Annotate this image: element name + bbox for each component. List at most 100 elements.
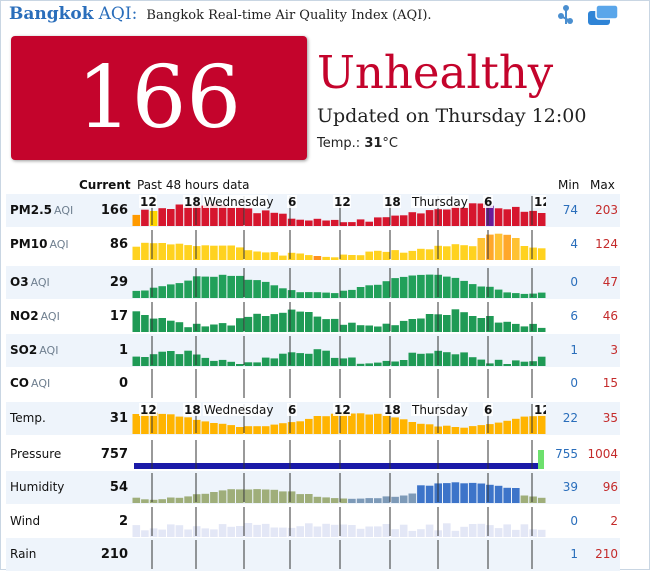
history-bar — [512, 360, 520, 366]
history-bar — [330, 318, 339, 332]
history-bar — [287, 218, 296, 226]
window-icon[interactable] — [586, 3, 620, 27]
history-bar — [339, 358, 348, 366]
history-bar — [210, 276, 218, 298]
row-unit: AQI — [40, 310, 60, 323]
history-bar — [322, 220, 330, 226]
history-bar — [365, 325, 373, 332]
history-bar — [330, 293, 339, 298]
history-bar — [279, 423, 287, 434]
history-bar — [227, 526, 235, 537]
history-bar — [399, 320, 408, 332]
row-chart[interactable] — [132, 471, 546, 504]
history-bar — [529, 247, 537, 260]
history-bar — [520, 326, 529, 332]
history-bar — [261, 489, 270, 503]
row-chart[interactable] — [132, 438, 546, 471]
share-icon[interactable] — [557, 4, 575, 26]
history-bar — [175, 283, 184, 298]
time-label: 12 — [140, 403, 157, 417]
history-bar — [468, 203, 477, 226]
time-label-bg — [139, 195, 157, 208]
history-bar — [417, 529, 425, 537]
row-chart[interactable] — [132, 334, 546, 367]
history-bar — [132, 356, 141, 366]
history-bar — [184, 350, 192, 366]
history-bar — [460, 352, 468, 366]
row-chart[interactable] — [132, 266, 546, 299]
row-current-value: 54 — [109, 480, 128, 495]
history-bar — [132, 525, 141, 537]
history-bar — [236, 489, 244, 503]
history-bar — [201, 528, 210, 537]
history-bar — [279, 491, 287, 503]
row-name: PM10 — [10, 237, 48, 251]
history-bar — [520, 293, 529, 298]
row-label: PM10 AQI — [10, 237, 69, 251]
history-bar — [244, 523, 253, 537]
history-bar — [141, 530, 149, 537]
aqi-level-text: Unhealthy — [317, 46, 554, 99]
history-bar — [391, 496, 399, 503]
history-bar — [356, 363, 365, 366]
history-bar — [236, 364, 244, 366]
row-label: NO2 AQI — [10, 309, 60, 323]
history-bar — [270, 358, 279, 366]
title-description: Bangkok Real-time Air Quality Index (AQI… — [146, 8, 432, 23]
history-bar — [503, 524, 511, 537]
history-bar — [270, 489, 279, 503]
history-bar — [529, 496, 537, 503]
row-current-value: 17 — [109, 309, 128, 324]
history-bar — [236, 207, 244, 226]
history-bar — [167, 414, 175, 434]
history-bar — [253, 362, 261, 366]
history-bar — [503, 234, 511, 260]
history-bar — [270, 424, 279, 434]
aqi-link[interactable]: AQI — [98, 4, 132, 24]
history-bar — [313, 416, 322, 434]
history-bar — [425, 314, 434, 332]
history-bar — [443, 523, 451, 537]
history-bar — [270, 285, 279, 298]
history-bar — [270, 527, 279, 537]
row-current-value: 31 — [109, 411, 128, 426]
history-bar — [192, 323, 201, 332]
history-bar — [244, 316, 253, 332]
history-bar — [305, 255, 313, 260]
history-bar — [512, 529, 520, 537]
row-chart[interactable] — [132, 300, 546, 333]
history-bar — [417, 353, 425, 366]
city-link[interactable]: Bangkok — [9, 4, 94, 24]
time-label: Wednesday — [204, 195, 273, 209]
history-bar — [184, 529, 192, 537]
history-bar — [322, 497, 330, 503]
history-bar — [468, 524, 477, 537]
row-chart[interactable] — [132, 228, 546, 261]
history-bar — [192, 276, 201, 298]
history-bar — [408, 493, 417, 503]
history-bar — [529, 293, 537, 298]
history-bar — [443, 352, 451, 366]
history-bar — [141, 290, 149, 298]
history-bar — [339, 222, 348, 226]
row-chart[interactable] — [132, 505, 546, 538]
history-bar — [425, 210, 434, 226]
history-bar — [537, 327, 546, 332]
history-bar — [382, 524, 391, 537]
history-bar — [287, 527, 296, 537]
history-bar — [305, 353, 313, 366]
history-bar — [192, 246, 201, 260]
history-bar — [486, 363, 494, 366]
history-bar — [287, 422, 296, 434]
history-bar — [236, 526, 244, 537]
history-bar — [477, 286, 486, 298]
history-bar — [537, 248, 546, 260]
row-chart[interactable] — [132, 538, 546, 571]
time-label: 12 — [534, 403, 546, 417]
row-chart[interactable] — [132, 367, 546, 400]
history-bar — [494, 289, 503, 298]
history-bar — [425, 274, 434, 298]
history-bar — [132, 290, 141, 298]
